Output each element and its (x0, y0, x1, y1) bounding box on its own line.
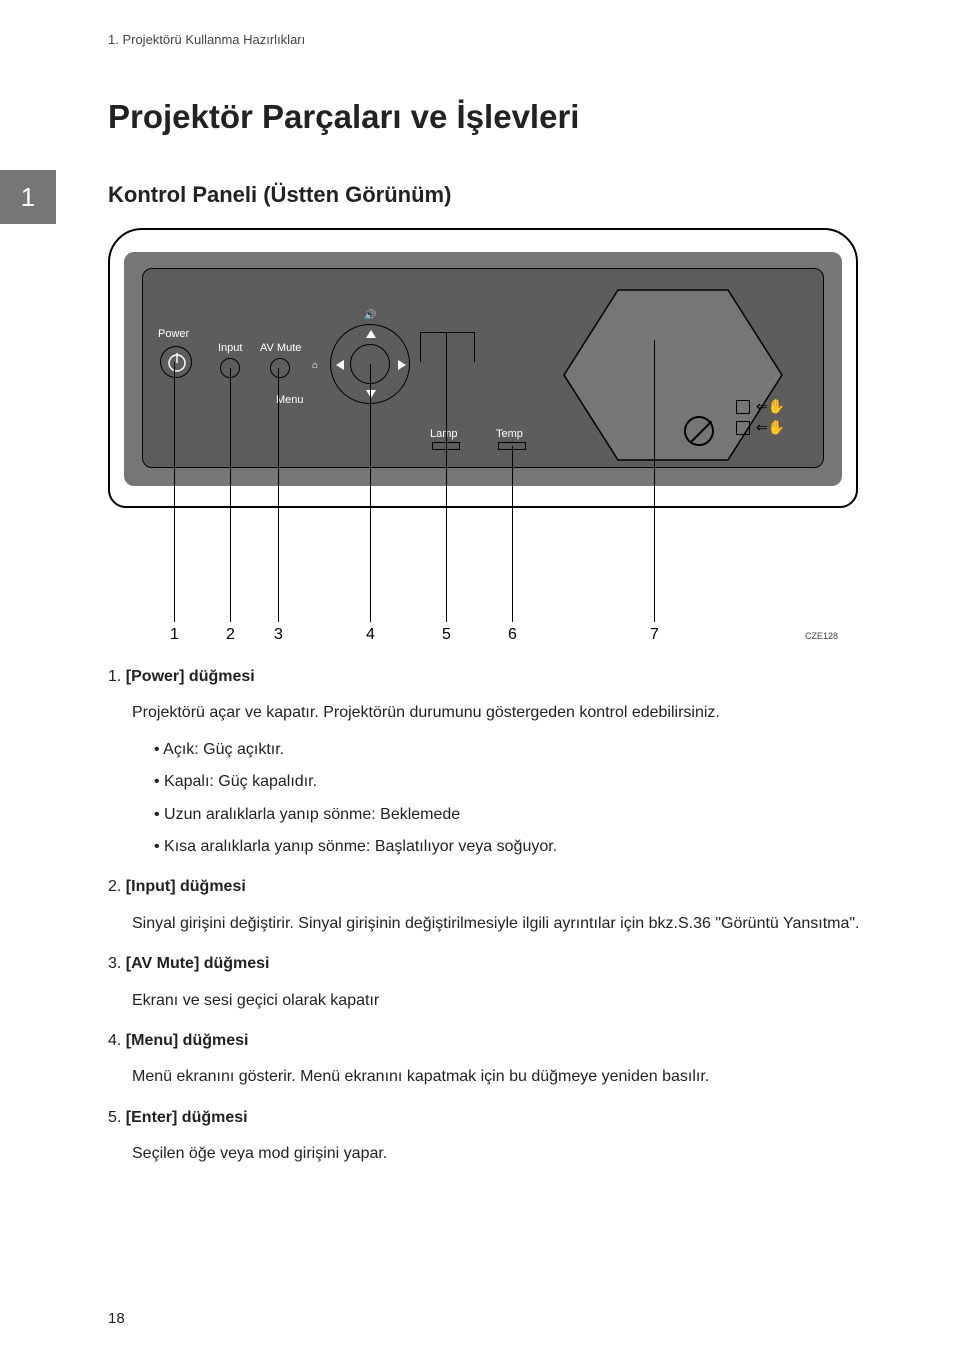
callout-bracket-5-left (420, 332, 421, 362)
item-body: Menü ekranını gösterir. Menü ekranını ka… (132, 1062, 888, 1092)
section-subtitle: Kontrol Paneli (Üstten Görünüm) (108, 182, 451, 208)
bullet-item: Uzun aralıklarla yanıp sönme: Beklemede (154, 800, 888, 830)
callout-num-6: 6 (508, 626, 517, 644)
label-lamp: Lamp (430, 428, 458, 440)
arrow-down-icon (366, 390, 376, 398)
page-title: Projektör Parçaları ve İşlevleri (108, 98, 579, 136)
diagram-code: CZE128 (805, 631, 838, 641)
item-title: [Menu] düğmesi (126, 1032, 249, 1049)
callout-num-5: 5 (442, 626, 451, 644)
label-input: Input (218, 342, 242, 354)
warning-icons: ⇐✋ ⇐✋ (736, 398, 785, 440)
callout-num-3: 3 (274, 626, 283, 644)
bullet-item: Kısa aralıklarla yanıp sönme: Başlatılıy… (154, 832, 888, 862)
item-number: 4. (108, 1032, 126, 1049)
prohibit-icon (684, 416, 714, 446)
callout-bracket-5-right (474, 332, 475, 362)
callout-line-2 (230, 368, 231, 622)
bullet-item: Açık: Güç açıktır. (154, 735, 888, 765)
item-title: [Input] düğmesi (126, 878, 246, 895)
item-number: 5. (108, 1109, 126, 1126)
callout-num-7: 7 (650, 626, 659, 644)
label-temp: Temp (496, 428, 523, 440)
list-item: 5. [Enter] düğmesi Seçilen öğe veya mod g… (108, 1103, 888, 1170)
callout-line-1 (174, 362, 175, 622)
list-item: 4. [Menu] düğmesi Menü ekranını gösterir.… (108, 1026, 888, 1093)
item-body: Ekranı ve sesi geçici olarak kapatır (132, 986, 888, 1016)
description-list: 1. [Power] düğmesi Projektörü açar ve kap… (108, 662, 888, 1179)
hexagon-feature (558, 280, 788, 480)
power-button-icon (160, 346, 192, 378)
item-number: 1. (108, 668, 126, 685)
avmute-button-icon (270, 358, 290, 378)
list-item: 1. [Power] düğmesi Projektörü açar ve kap… (108, 662, 888, 862)
item-title: [Enter] düğmesi (126, 1109, 248, 1126)
item-body: Sinyal girişini değiştirir. Sinyal giriş… (132, 909, 888, 939)
callout-line-3 (278, 368, 279, 622)
volume-icon: 🔊 (364, 310, 376, 321)
item-title: [AV Mute] düğmesi (126, 955, 270, 972)
item-body: Seçilen öğe veya mod girişini yapar. (132, 1139, 888, 1169)
list-item: 3. [AV Mute] düğmesi Ekranı ve sesi geçic… (108, 949, 888, 1016)
arrow-up-icon (366, 330, 376, 338)
chapter-header: 1. Projektörü Kullanma Hazırlıkları (108, 32, 888, 47)
item-body: Projektörü açar ve kapatır. Projektörün … (132, 698, 888, 728)
label-power: Power (158, 328, 189, 340)
bullet-item: Kapalı: Güç kapalıdır. (154, 767, 888, 797)
item-bullets: Açık: Güç açıktır.Kapalı: Güç kapalıdır.… (154, 735, 888, 863)
callout-num-4: 4 (366, 626, 375, 644)
arrow-left-icon (336, 360, 344, 370)
page-number: 18 (108, 1310, 125, 1327)
list-item: 2. [Input] düğmesi Sinyal girişini değişt… (108, 872, 888, 939)
callout-num-1: 1 (170, 626, 179, 644)
item-number: 2. (108, 878, 126, 895)
item-title: [Power] düğmesi (126, 668, 255, 685)
arrow-right-icon (398, 360, 406, 370)
label-avmute: AV Mute (260, 342, 301, 354)
callout-line-6 (512, 446, 513, 622)
section-number-badge: 1 (0, 170, 56, 224)
keystone-icon: ⌂ (312, 360, 318, 371)
callout-num-2: 2 (226, 626, 235, 644)
control-panel-diagram: Power Input AV Mute Menu Enter Lamp Temp… (108, 228, 858, 668)
callout-bracket-5-top (420, 332, 474, 333)
label-menu: Menu (276, 394, 304, 406)
callout-line-5 (446, 332, 447, 622)
item-number: 3. (108, 955, 126, 972)
callout-line-7 (654, 340, 655, 622)
callout-line-4 (370, 364, 371, 622)
